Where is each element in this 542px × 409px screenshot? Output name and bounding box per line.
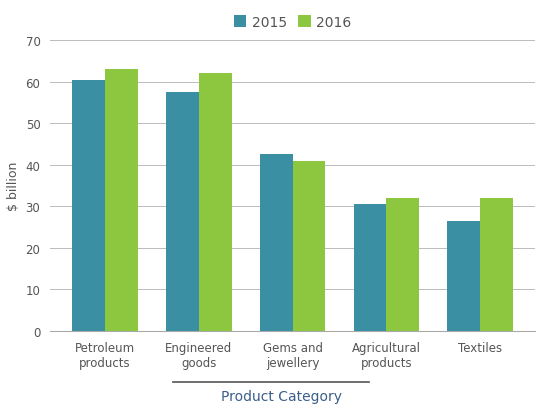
Bar	[105, 70, 138, 331]
Bar	[166, 93, 199, 331]
Text: Product Category: Product Category	[221, 389, 343, 403]
Legend: 2015, 2016: 2015, 2016	[228, 10, 357, 35]
Bar	[260, 155, 293, 331]
Bar	[199, 74, 231, 331]
Bar	[386, 198, 419, 331]
Bar	[447, 221, 480, 331]
Y-axis label: $ billion: $ billion	[7, 162, 20, 211]
Bar	[480, 198, 513, 331]
Bar	[353, 204, 386, 331]
Bar	[293, 161, 325, 331]
Bar	[72, 80, 105, 331]
